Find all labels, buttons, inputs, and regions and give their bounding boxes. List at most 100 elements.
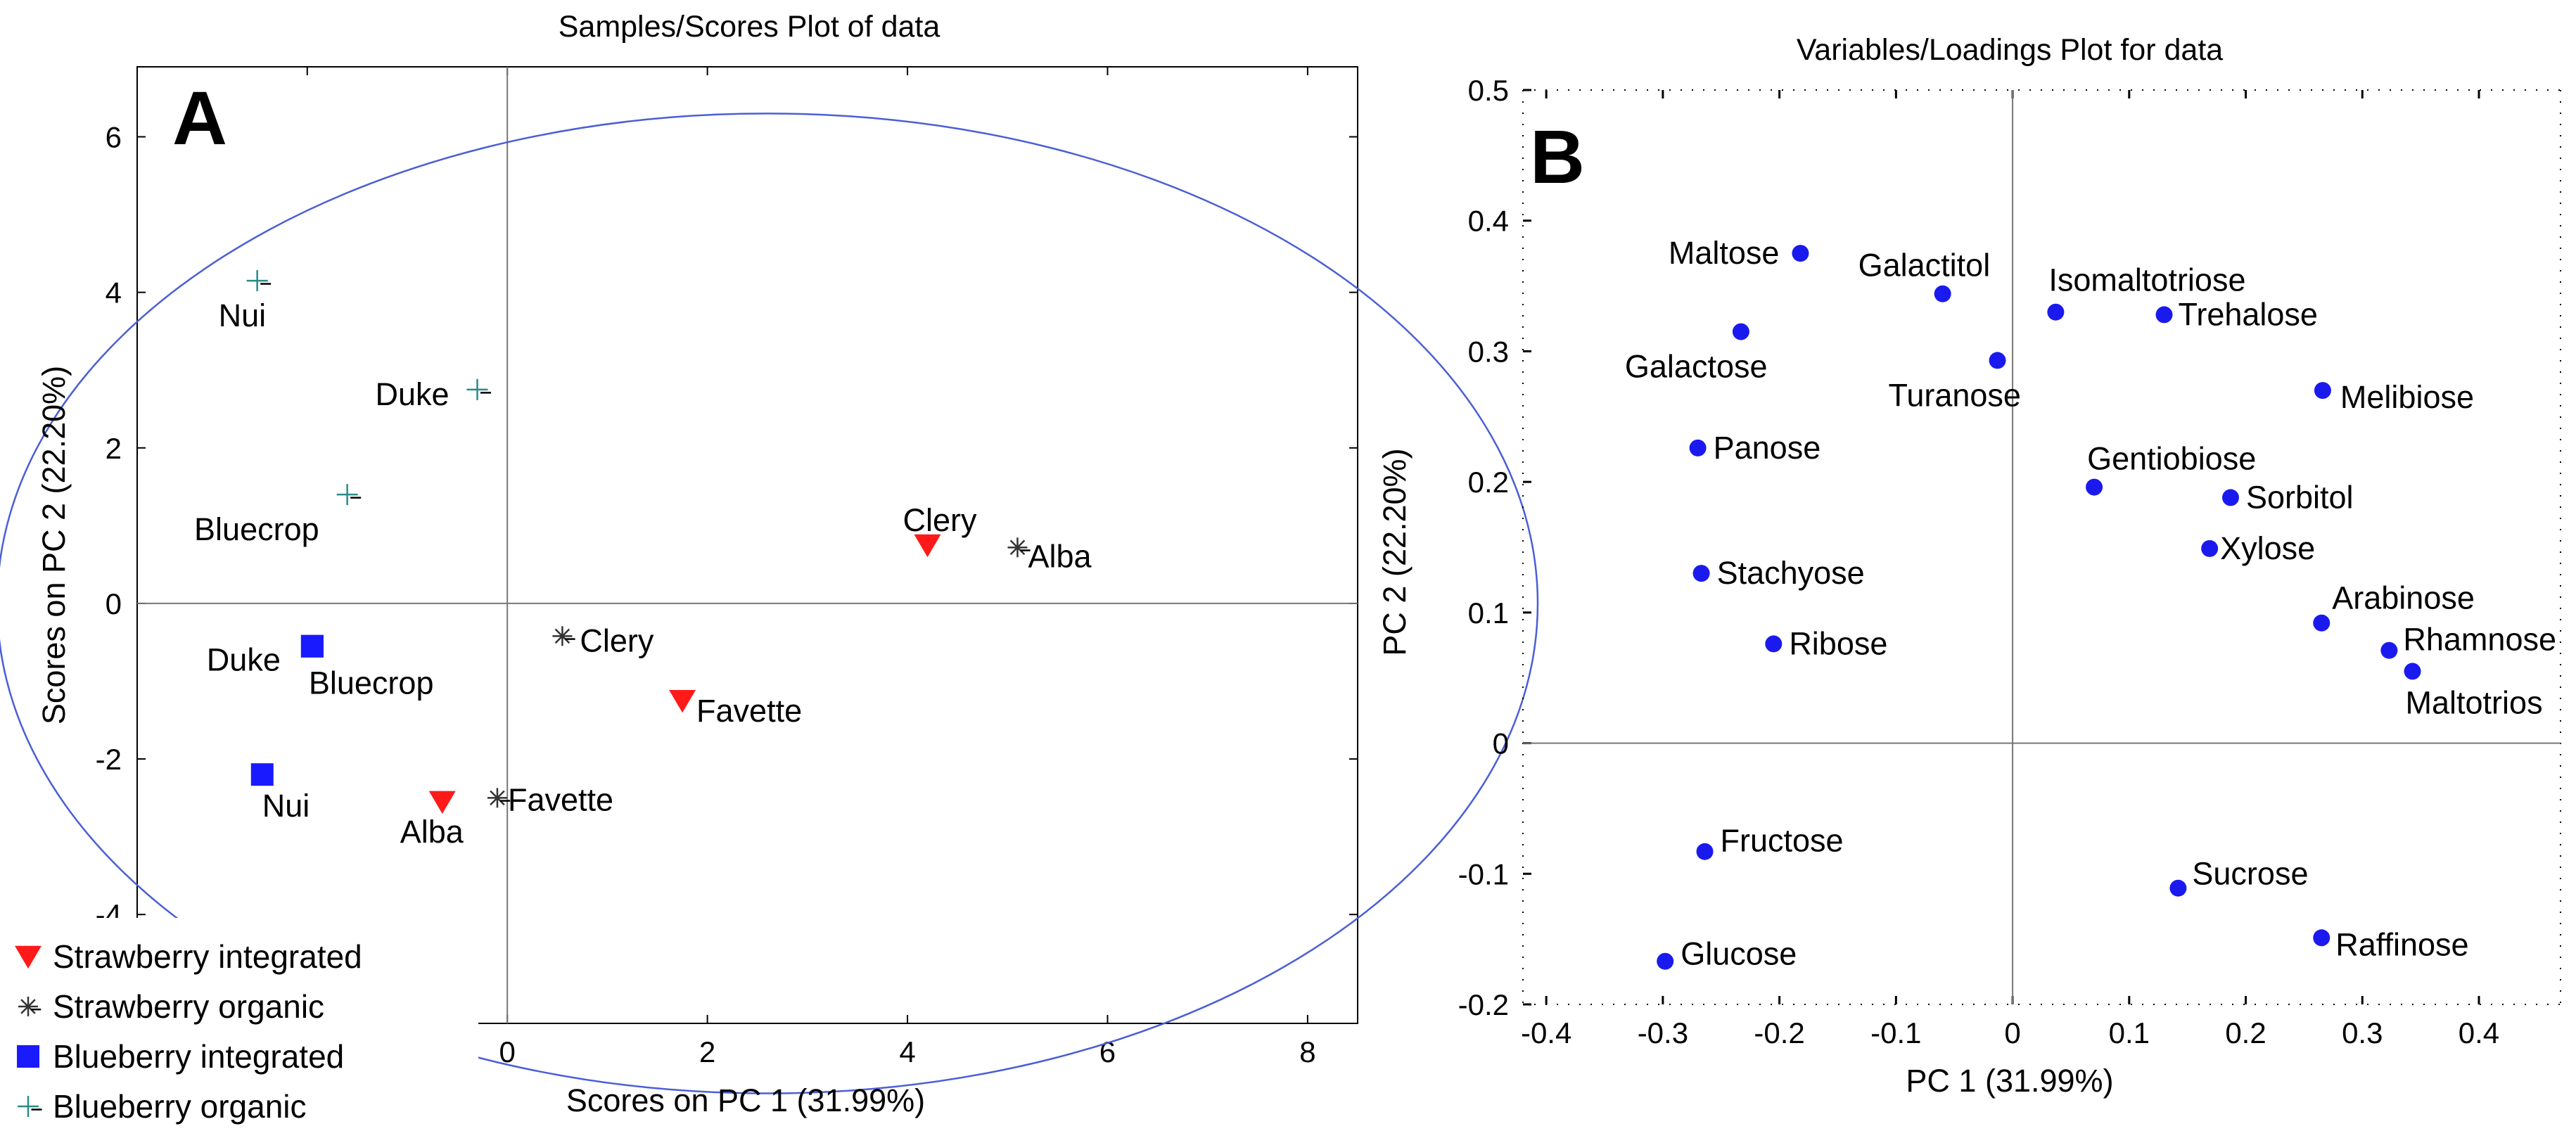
loading-point xyxy=(2155,306,2173,324)
x-tick-label: 0.1 xyxy=(2109,1016,2150,1049)
loading-label: Turanose xyxy=(1889,377,2021,413)
loading-label: Sorbitol xyxy=(2246,479,2354,515)
y-tick-label: 0.2 xyxy=(1468,466,1509,499)
loading-point xyxy=(1934,285,1951,302)
loading-label: Trehalose xyxy=(2179,296,2318,332)
marker-plus xyxy=(466,378,492,400)
y-tick-label: 2 xyxy=(106,432,122,465)
y-tick-label: 0.5 xyxy=(1468,74,1509,107)
marker-plus xyxy=(18,1096,42,1117)
loading-label: Panose xyxy=(1714,430,1821,466)
scores-plot-ylabel: Scores on PC 2 (22.20%) xyxy=(36,366,72,724)
x-tick-label: -0.3 xyxy=(1638,1016,1688,1049)
x-tick-label: 6 xyxy=(1099,1035,1116,1068)
marker-triangle xyxy=(15,945,42,969)
loading-point xyxy=(2221,489,2239,506)
loading-point xyxy=(2313,929,2330,947)
x-tick-label: 0.3 xyxy=(2342,1016,2383,1049)
loading-point xyxy=(1657,952,1674,970)
loading-label: Maltose xyxy=(1669,235,1780,271)
loading-point xyxy=(1792,245,1809,262)
x-tick-label: -0.1 xyxy=(1870,1016,1921,1049)
marker-square xyxy=(17,1045,39,1068)
point-label: Clery xyxy=(580,622,654,658)
loading-label: Arabinose xyxy=(2332,580,2475,616)
marker-star-ray xyxy=(490,790,505,806)
x-tick-label: 0 xyxy=(2004,1016,2020,1049)
loading-label: Galactose xyxy=(1625,349,1768,385)
loading-label: Raffinose xyxy=(2335,926,2468,962)
point-label: Alba xyxy=(400,814,464,850)
scores-plot-panel: Samples/Scores Plot of data -202468-4-20… xyxy=(0,10,1538,1118)
loadings-plot-ylabel: PC 2 (22.20%) xyxy=(1377,448,1413,656)
loading-label: Glucose xyxy=(1681,936,1797,972)
y-tick-label: -0.1 xyxy=(1458,857,1509,890)
point-label: Duke xyxy=(375,376,449,412)
marker-triangle xyxy=(669,689,696,713)
marker-triangle xyxy=(428,791,456,814)
loading-point xyxy=(1765,635,1783,653)
point-label: Bluecrop xyxy=(194,511,319,547)
loading-label: Ribose xyxy=(1789,625,1887,661)
panel-letter-a: A xyxy=(172,75,227,160)
legend-label: Blueberry organic xyxy=(53,1088,307,1125)
loading-point xyxy=(2086,478,2103,496)
marker-square xyxy=(300,634,324,658)
loading-point xyxy=(2314,382,2331,400)
y-tick-label: 0 xyxy=(1493,727,1509,760)
loading-point xyxy=(2404,663,2421,680)
loading-point xyxy=(1732,323,1749,340)
loading-point xyxy=(1692,565,1710,582)
scores-plot-title: Samples/Scores Plot of data xyxy=(559,10,941,44)
marker-star-ray xyxy=(554,628,570,644)
point-label: Favette xyxy=(508,781,613,817)
x-tick-label: 0.2 xyxy=(2225,1016,2266,1049)
marker-star xyxy=(552,626,575,646)
y-tick-label: 6 xyxy=(106,121,122,154)
marker-star xyxy=(1007,537,1031,558)
x-tick-label: 0 xyxy=(499,1035,516,1068)
scores-plot-frame xyxy=(136,66,1358,1024)
loading-label: Maltotrios xyxy=(2406,684,2543,720)
loadings-plot-xlabel: PC 1 (31.99%) xyxy=(1906,1063,2113,1099)
confidence-ellipse xyxy=(0,113,1538,1094)
y-tick-label: 0.3 xyxy=(1468,335,1509,368)
panel-letter-b: B xyxy=(1530,114,1585,199)
loading-point xyxy=(1689,439,1707,456)
scores-plot-xlabel: Scores on PC 1 (31.99%) xyxy=(566,1082,925,1118)
x-tick-label: 2 xyxy=(699,1035,715,1068)
y-tick-label: 0.1 xyxy=(1468,596,1509,630)
marker-star-ray xyxy=(1009,539,1026,556)
loading-point xyxy=(2313,614,2330,632)
point-label: Nui xyxy=(262,788,310,824)
loading-label: Galactitol xyxy=(1858,248,1991,283)
x-tick-label: -0.4 xyxy=(1521,1016,1571,1049)
loading-point xyxy=(1696,843,1714,860)
legend-label: Blueberry integrated xyxy=(53,1038,344,1075)
y-tick-label: -2 xyxy=(96,743,122,776)
loading-label: Rhamnose xyxy=(2403,622,2556,658)
point-label: Bluecrop xyxy=(309,665,434,701)
legend-label: Strawberry integrated xyxy=(53,938,362,975)
loading-label: Xylose xyxy=(2220,530,2315,566)
scores-plot-legend: Strawberry integrated Strawberry organic B… xyxy=(0,918,478,1131)
x-tick-label: 8 xyxy=(1299,1035,1315,1068)
loading-point xyxy=(2047,303,2065,321)
loading-label: Melibiose xyxy=(2340,379,2474,415)
y-tick-label: 0 xyxy=(106,587,122,620)
loading-point xyxy=(1989,352,2006,369)
loading-label: Fructose xyxy=(1721,823,1844,859)
marker-plus xyxy=(336,484,362,506)
loading-label: Stachyose xyxy=(1717,555,1865,591)
loading-label: Sucrose xyxy=(2192,856,2308,892)
loadings-plot-title: Variables/Loadings Plot for data xyxy=(1797,33,2223,67)
y-tick-label: 0.4 xyxy=(1468,205,1509,238)
legend-background xyxy=(0,918,478,1131)
point-label: Alba xyxy=(1028,538,1092,574)
marker-triangle xyxy=(914,534,941,558)
loading-point xyxy=(2380,641,2398,659)
point-label: Favette xyxy=(696,693,802,729)
legend-label: Strawberry organic xyxy=(53,988,324,1025)
point-label: Duke xyxy=(207,642,281,678)
